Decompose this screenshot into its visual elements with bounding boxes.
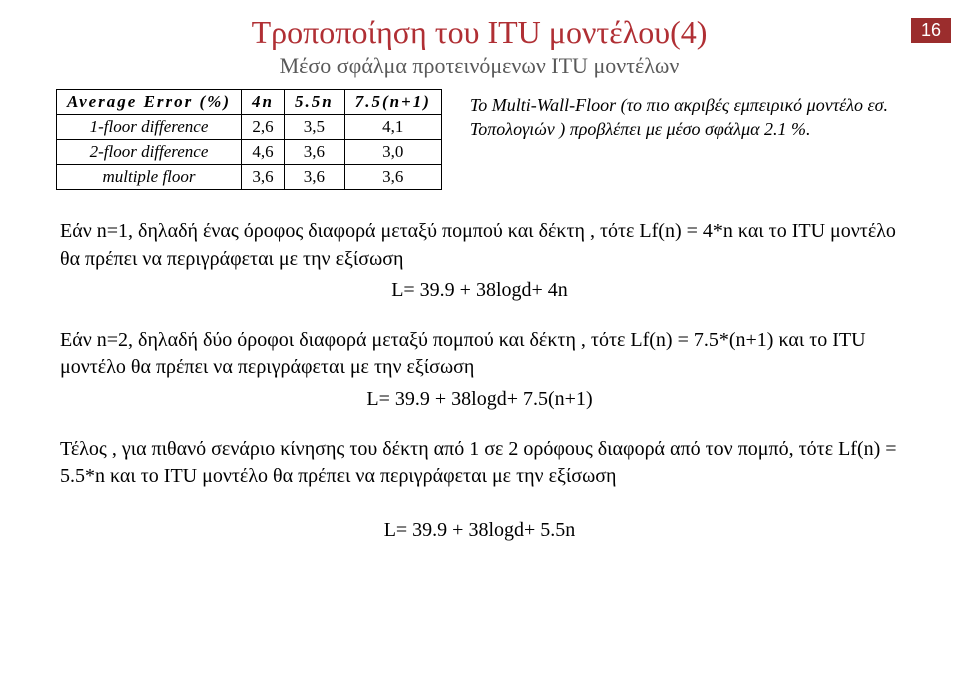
table-cell: 3,6: [242, 165, 285, 190]
page-subtitle: Μέσο σφάλμα προτεινόμενων ITU μοντέλων: [0, 53, 959, 79]
table-cell: 4,1: [344, 115, 441, 140]
table-head-label: Average Error (%): [57, 90, 242, 115]
table-cell: 3,5: [284, 115, 344, 140]
table-col-2: 7.5(n+1): [344, 90, 441, 115]
table-row: 1-floor difference 2,6 3,5 4,1: [57, 115, 442, 140]
error-table: Average Error (%) 4n 5.5n 7.5(n+1) 1-flo…: [56, 89, 442, 190]
body-text: Εάν n=1, δηλαδή ένας όροφος διαφορά μετα…: [60, 218, 899, 544]
table-col-0: 4n: [242, 90, 285, 115]
table-head-row: Average Error (%) 4n 5.5n 7.5(n+1): [57, 90, 442, 115]
table-row-label: 1-floor difference: [57, 115, 242, 140]
paragraph-3-text: Τέλος , για πιθανό σενάριο κίνησης του δ…: [60, 438, 897, 488]
table-cell: 3,6: [284, 140, 344, 165]
paragraph-2-text: Εάν n=2, δηλαδή δύο όροφοι διαφορά μεταξ…: [60, 329, 866, 379]
equation-final: L= 39.9 + 38logd+ 5.5n: [60, 517, 899, 545]
page-title: Τροποποίηση του ITU μοντέλου(4): [0, 14, 959, 51]
paragraph-1: Εάν n=1, δηλαδή ένας όροφος διαφορά μετα…: [60, 218, 899, 305]
top-row: Average Error (%) 4n 5.5n 7.5(n+1) 1-flo…: [56, 89, 929, 190]
table-cell: 3,0: [344, 140, 441, 165]
slide-number: 16: [911, 18, 951, 43]
table-row-label: multiple floor: [57, 165, 242, 190]
paragraph-2: Εάν n=2, δηλαδή δύο όροφοι διαφορά μεταξ…: [60, 327, 899, 414]
equation-1: L= 39.9 + 38logd+ 4n: [60, 277, 899, 305]
table-col-1: 5.5n: [284, 90, 344, 115]
paragraph-1-text: Εάν n=1, δηλαδή ένας όροφος διαφορά μετα…: [60, 220, 896, 270]
table-cell: 2,6: [242, 115, 285, 140]
table-row: 2-floor difference 4,6 3,6 3,0: [57, 140, 442, 165]
equation-2: L= 39.9 + 38logd+ 7.5(n+1): [60, 386, 899, 414]
side-note: Το Multi-Wall-Floor (το πιο ακριβές εμπε…: [470, 93, 900, 142]
table-row-label: 2-floor difference: [57, 140, 242, 165]
table-row: multiple floor 3,6 3,6 3,6: [57, 165, 442, 190]
table-cell: 3,6: [344, 165, 441, 190]
table-cell: 4,6: [242, 140, 285, 165]
paragraph-3: Τέλος , για πιθανό σενάριο κίνησης του δ…: [60, 436, 899, 491]
table-cell: 3,6: [284, 165, 344, 190]
